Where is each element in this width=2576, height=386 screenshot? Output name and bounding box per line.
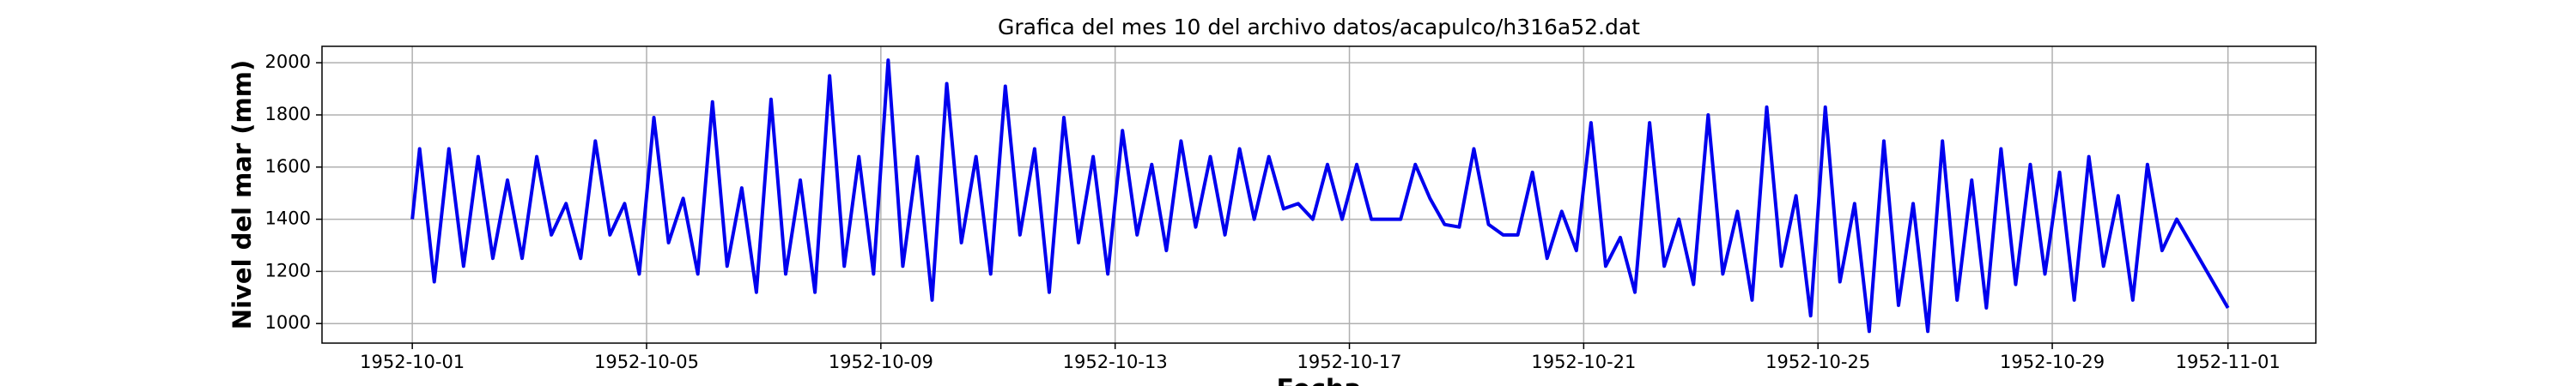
x-tick-label: 1952-11-01 [2176,352,2281,372]
x-tick-label: 1952-10-09 [829,352,933,372]
y-tick-label: 1000 [265,312,311,333]
y-tick-label: 1200 [265,260,311,280]
data-line [410,58,2230,334]
chart-title: Grafica del mes 10 del archivo datos/aca… [998,15,1640,39]
x-axis-label: Fecha [1276,375,1361,386]
x-tick-label: 1952-10-13 [1063,352,1168,372]
x-tick-label: 1952-10-01 [360,352,465,372]
x-tick-label: 1952-10-25 [1765,352,1870,372]
x-tick-label: 1952-10-21 [1531,352,1636,372]
y-tick-label: 1800 [265,104,311,124]
x-tick-label: 1952-10-05 [594,352,699,372]
y-tick-label: 1400 [265,208,311,229]
y-tick-label: 2000 [265,51,311,72]
y-tick-label: 1600 [265,156,311,177]
plot-frame [321,45,2317,344]
x-tick-label: 1952-10-17 [1297,352,1402,372]
y-axis-label: Nivel del mar (mm) [228,60,257,329]
x-tick-label: 1952-10-29 [2000,352,2105,372]
